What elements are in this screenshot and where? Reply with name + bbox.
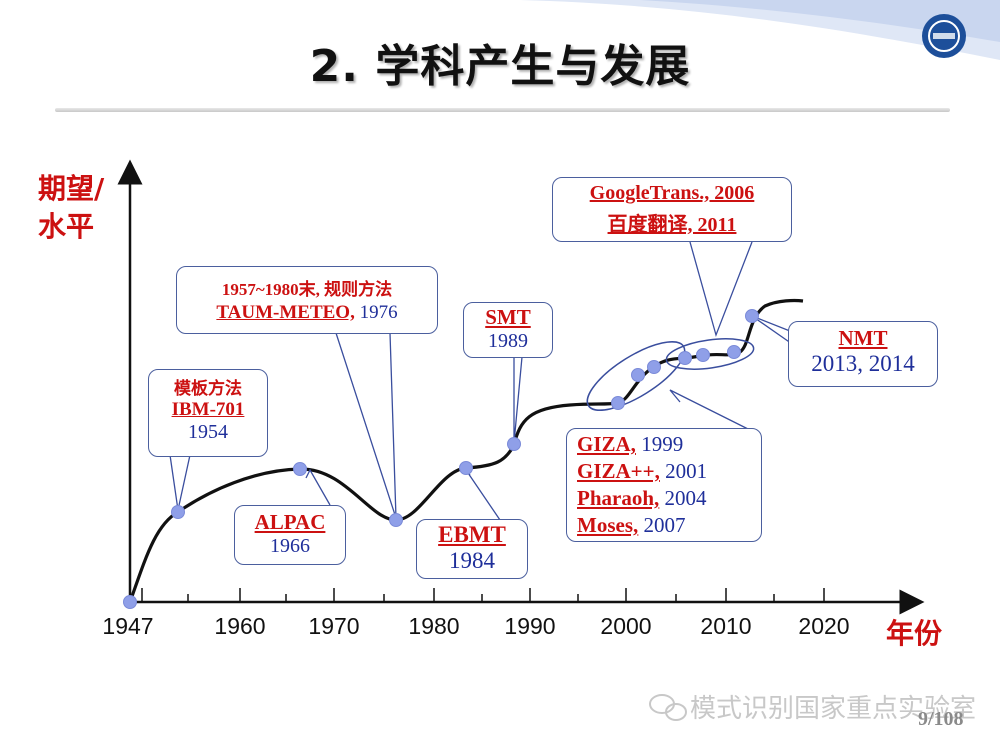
milestone-dots	[123, 309, 759, 609]
milestone-dot-1947	[123, 595, 137, 609]
x-tick-label: 1970	[308, 613, 360, 639]
watermark-text: 模式识别国家重点实验室	[690, 694, 977, 724]
wechat-icon	[649, 694, 687, 721]
callout-rule-title: 1957~1980末, 规则方法	[221, 280, 393, 299]
online-translation-ellipse	[665, 338, 755, 370]
giza-item-name: Moses,	[577, 513, 639, 537]
callout-nmt: NMT 2013, 2014	[788, 321, 938, 387]
milestone-dot-1976	[389, 513, 403, 527]
milestone-dot-1954	[171, 505, 185, 519]
callout-rule-system: TAUM-METEO, 1976	[177, 302, 437, 324]
y-axis-label-line1: 期望/	[38, 172, 105, 205]
giza-item-year: 2007	[638, 513, 686, 537]
callout-pointers	[169, 241, 796, 521]
giza-item-name: GIZA,	[577, 432, 636, 456]
callout-ebmt-year: 1984	[449, 548, 495, 573]
slide-title: 2. 学科产生与发展	[309, 41, 691, 92]
callout-alpac-title: ALPAC	[254, 510, 326, 534]
callout-smt-title: SMT	[485, 305, 531, 329]
milestone-dot-2011	[727, 345, 741, 359]
milestone-dot-2004	[647, 360, 661, 374]
giza-item-year: 2004	[659, 486, 707, 510]
callout-rule-system-year: 1976	[354, 302, 398, 323]
callout-template-system: IBM-701	[171, 399, 245, 420]
callout-ebmt: EBMT 1984	[416, 519, 528, 579]
milestone-dot-2007	[696, 348, 710, 362]
giza-item-name: Pharaoh,	[577, 486, 660, 510]
milestone-dot-2001	[631, 368, 645, 382]
giza-item-year: 2001	[659, 459, 708, 483]
milestone-dot-2006	[678, 351, 692, 365]
callout-template-method: 模板方法 IBM-701 1954	[148, 369, 268, 457]
callout-template-title: 模板方法	[174, 379, 242, 399]
page-number: 9/108	[918, 708, 964, 730]
callout-statistical-tools: GIZA, 1999 GIZA++, 2001 Pharaoh, 2004 Mo…	[566, 428, 762, 542]
callout-nmt-title: NMT	[838, 326, 888, 350]
callout-baidu-title: 百度翻译, 2011	[607, 214, 737, 236]
milestone-dot-1966	[293, 462, 307, 476]
x-tick-label: 1960	[214, 613, 266, 639]
giza-item: GIZA, 1999	[577, 431, 761, 458]
y-axis-label-line2: 水平	[38, 210, 95, 243]
callout-google-title: GoogleTrans., 2006	[589, 182, 755, 204]
giza-item: Pharaoh, 2004	[577, 485, 761, 512]
giza-item-year: 1999	[635, 432, 684, 456]
x-tick-label: 2000	[600, 613, 652, 639]
milestone-dot-1999	[611, 396, 625, 410]
milestone-dot-1989	[507, 437, 521, 451]
x-tick-label: 1990	[504, 613, 556, 639]
logo-icon	[922, 14, 966, 58]
title-divider	[55, 108, 950, 112]
callout-alpac: ALPAC 1966	[234, 505, 346, 565]
giza-item: Moses, 2007	[577, 512, 761, 539]
callout-rule-system-name: TAUM-METEO,	[216, 302, 355, 323]
callout-ebmt-title: EBMT	[438, 522, 506, 547]
x-tick-label: 1980	[408, 613, 460, 639]
x-axis-label: 年份	[886, 617, 943, 650]
x-tick-label: 1947	[102, 613, 154, 639]
callout-smt-year: 1989	[488, 330, 528, 352]
x-tick-label: 2010	[700, 613, 752, 639]
y-axis-label: 期望/ 水平	[38, 170, 104, 246]
callout-rule-method: 1957~1980末, 规则方法 TAUM-METEO, 1976	[176, 266, 438, 334]
giza-item-name: GIZA++,	[577, 459, 660, 483]
callout-online-translation: GoogleTrans., 2006 百度翻译, 2011	[552, 177, 792, 242]
callout-nmt-years: 2013, 2014	[811, 351, 915, 376]
x-tick-label: 2020	[798, 613, 850, 639]
milestone-dot-2013	[745, 309, 759, 323]
callout-template-year: 1954	[188, 421, 228, 443]
callout-smt: SMT 1989	[463, 302, 553, 358]
x-axis-ticks	[141, 588, 825, 602]
giza-item: GIZA++, 2001	[577, 458, 761, 485]
milestone-dot-1984	[459, 461, 473, 475]
callout-alpac-year: 1966	[270, 535, 310, 557]
